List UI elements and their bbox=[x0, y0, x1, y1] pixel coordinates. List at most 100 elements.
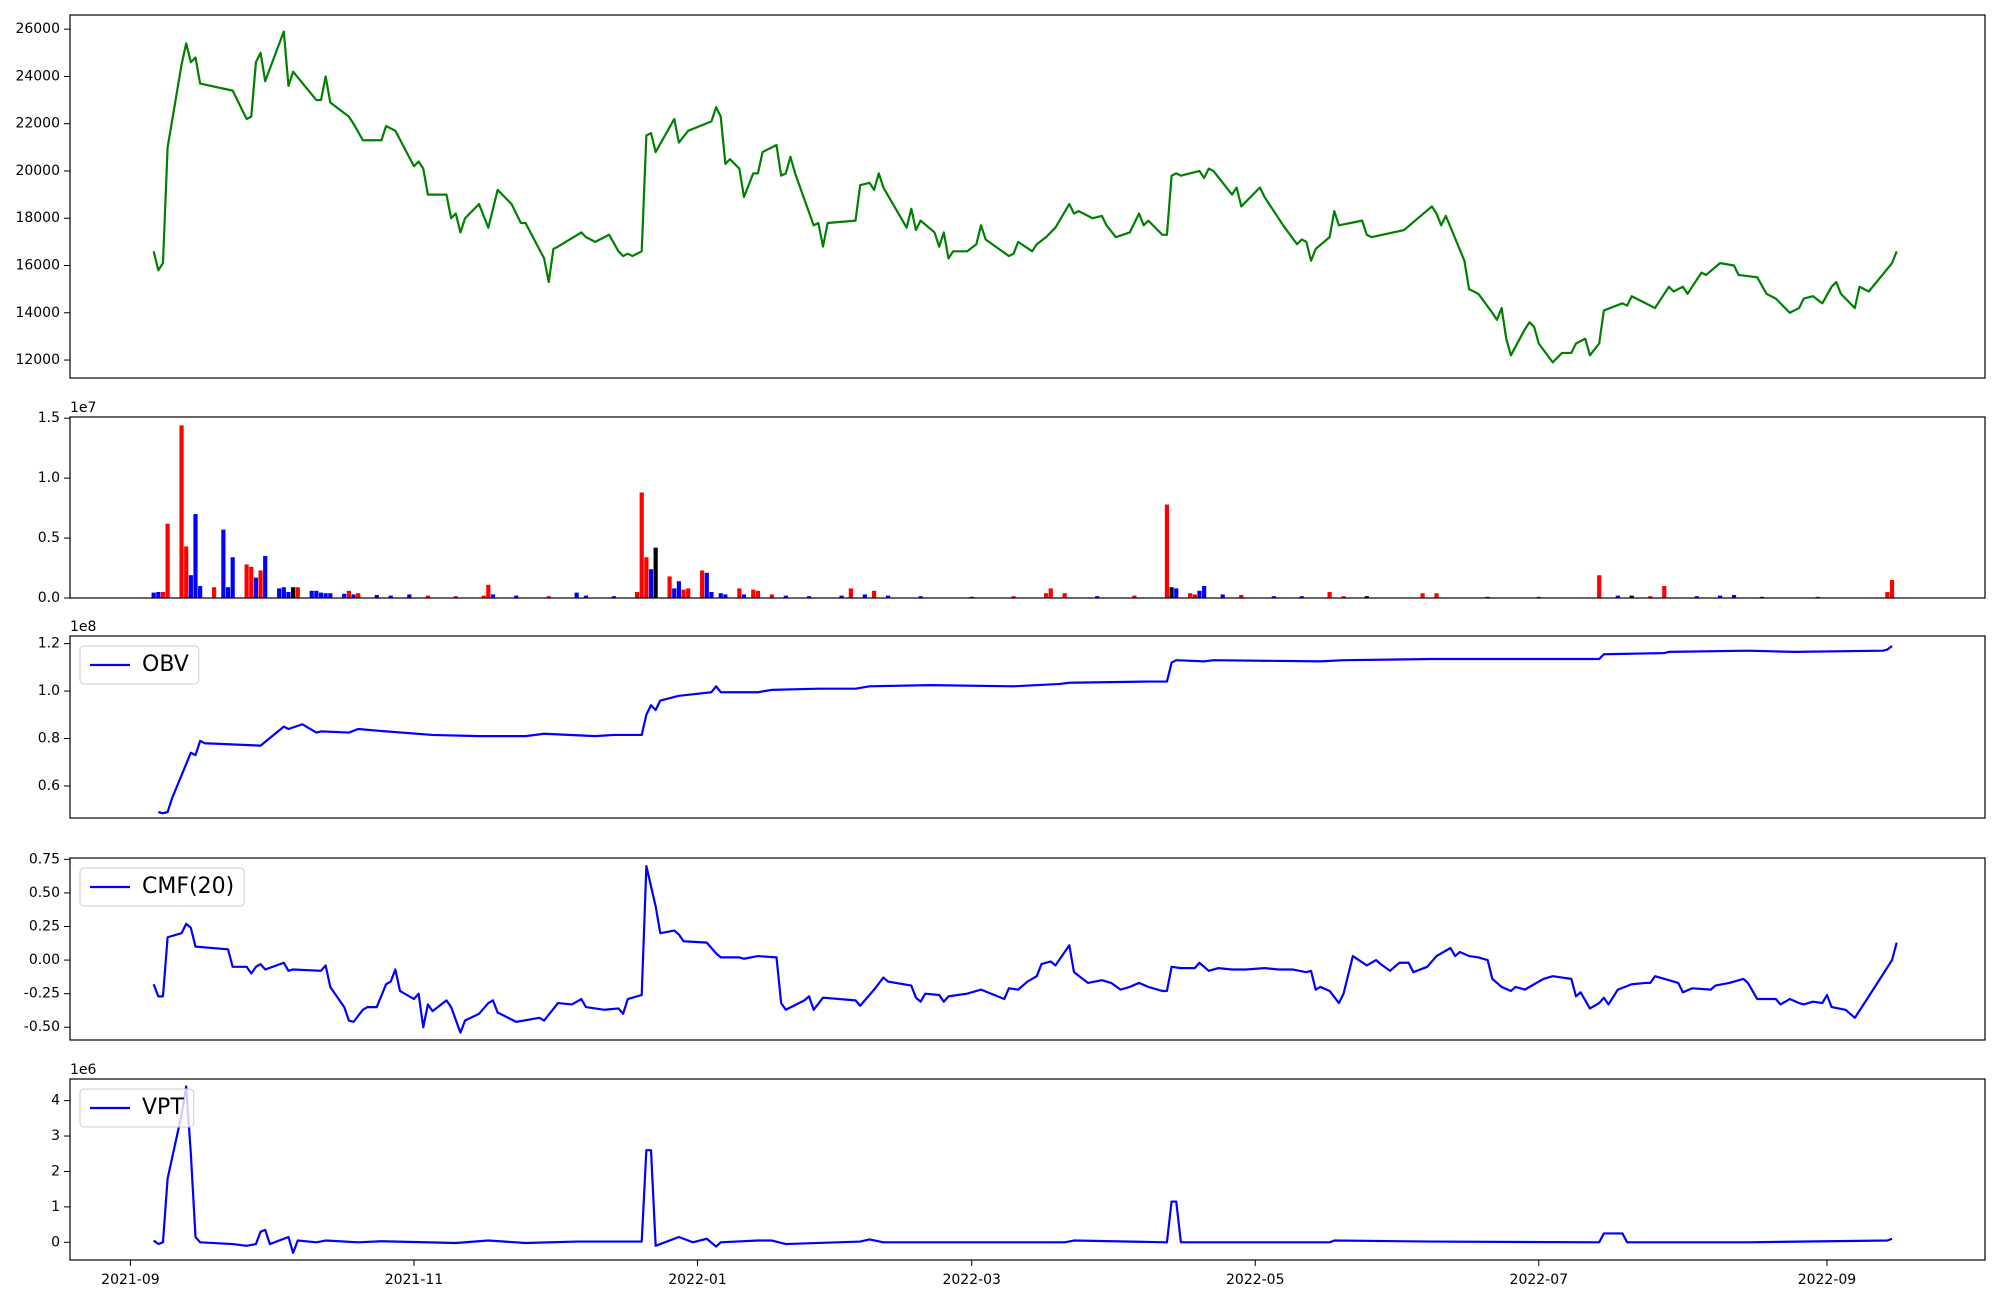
axes-frame bbox=[69, 857, 1986, 1041]
bar bbox=[328, 593, 333, 598]
bar bbox=[848, 588, 853, 598]
bar bbox=[1629, 595, 1634, 598]
bar bbox=[244, 564, 249, 598]
bar bbox=[639, 492, 644, 598]
axes-frame bbox=[69, 1078, 1986, 1261]
bar bbox=[672, 588, 677, 598]
y-tick-label: 0.0 bbox=[38, 590, 60, 606]
bar bbox=[700, 570, 705, 598]
bar bbox=[1202, 586, 1207, 598]
bar bbox=[1341, 596, 1346, 598]
x-tick-label: 2022-03 bbox=[942, 1272, 1001, 1288]
bar bbox=[225, 587, 231, 598]
bar bbox=[1164, 504, 1170, 598]
bar bbox=[718, 593, 723, 598]
bar bbox=[1717, 595, 1723, 598]
legend-label: OBV bbox=[142, 652, 189, 677]
bar bbox=[374, 595, 379, 598]
bar bbox=[676, 581, 681, 598]
panel: 0.6 0.8 1.0 1.2 1e8 OBV bbox=[38, 619, 1986, 819]
bar bbox=[221, 529, 226, 598]
y-tick-label: -0.50 bbox=[24, 1019, 60, 1035]
bar bbox=[193, 514, 198, 598]
bar bbox=[885, 595, 891, 598]
bar bbox=[1299, 596, 1304, 598]
bar bbox=[323, 593, 328, 598]
bar bbox=[258, 570, 263, 598]
bar bbox=[1239, 595, 1244, 598]
panel: 12000 14000 16000 18000 20000 22000 24000 26000 bbox=[15, 14, 1986, 379]
axis-offset-label: 1e6 bbox=[70, 1062, 97, 1078]
panel: 0 1 2 3 4 2021-09 2021-11 2022-01 2022-03 2022-05… bbox=[51, 1062, 1986, 1288]
bar bbox=[407, 594, 412, 598]
bar bbox=[1694, 596, 1699, 598]
legend-box bbox=[79, 867, 245, 907]
bar bbox=[769, 594, 774, 598]
line-series bbox=[158, 645, 1893, 815]
bar bbox=[667, 576, 672, 598]
bar bbox=[751, 589, 756, 598]
bar bbox=[1044, 593, 1049, 598]
bar bbox=[230, 557, 235, 598]
bar bbox=[486, 584, 491, 598]
bar bbox=[151, 592, 156, 598]
bar bbox=[1062, 593, 1067, 598]
axes-frame bbox=[69, 416, 1986, 599]
bar bbox=[198, 586, 203, 598]
x-tick-label: 2022-01 bbox=[668, 1272, 727, 1288]
bar bbox=[277, 588, 282, 598]
bar bbox=[263, 556, 268, 598]
legend-box bbox=[79, 645, 200, 685]
bar bbox=[574, 592, 579, 598]
bar bbox=[839, 595, 844, 598]
bar bbox=[737, 588, 742, 598]
bar bbox=[351, 594, 356, 598]
y-tick-label: 20000 bbox=[15, 163, 60, 179]
bar bbox=[648, 569, 654, 598]
panel: 0.0 0.5 1.0 1.5 1e7 bbox=[38, 400, 1986, 606]
bar bbox=[741, 594, 747, 598]
bar bbox=[179, 425, 184, 598]
y-tick-label: -0.25 bbox=[24, 986, 60, 1002]
axes-frame bbox=[69, 635, 1986, 819]
legend: CMF(20) bbox=[79, 867, 245, 907]
bar bbox=[318, 592, 324, 598]
bar bbox=[309, 590, 314, 598]
bar bbox=[1132, 595, 1137, 598]
bar bbox=[453, 596, 458, 598]
bar bbox=[211, 587, 217, 598]
bar bbox=[160, 592, 166, 598]
line-series bbox=[152, 864, 1898, 1034]
bar bbox=[546, 596, 551, 598]
bar bbox=[388, 595, 393, 598]
bar bbox=[188, 575, 193, 598]
bar bbox=[611, 596, 616, 598]
bar bbox=[1197, 590, 1202, 598]
bar bbox=[1192, 594, 1197, 598]
plot-area bbox=[153, 1085, 1893, 1255]
plot-area bbox=[152, 30, 1898, 364]
legend-label: CMF(20) bbox=[142, 874, 234, 899]
bar bbox=[1615, 595, 1620, 598]
bar bbox=[806, 596, 812, 598]
y-tick-label: 14000 bbox=[15, 305, 60, 321]
bar bbox=[1048, 588, 1053, 598]
bar bbox=[1434, 593, 1439, 598]
bar bbox=[723, 594, 728, 598]
bar bbox=[165, 523, 170, 598]
y-tick-label: 0.00 bbox=[29, 952, 60, 968]
bar bbox=[281, 587, 286, 598]
axes-frame bbox=[69, 14, 1986, 379]
y-tick-label: 0.6 bbox=[38, 778, 60, 794]
plot-area bbox=[151, 425, 1895, 598]
bar bbox=[1095, 596, 1100, 598]
bar bbox=[514, 595, 519, 598]
bar bbox=[184, 546, 189, 598]
y-tick-label: 12000 bbox=[15, 352, 60, 368]
y-tick-label: 0.75 bbox=[29, 851, 60, 867]
bar bbox=[1011, 596, 1016, 598]
bar bbox=[156, 592, 161, 598]
bar bbox=[295, 587, 300, 598]
x-tick-label: 2021-11 bbox=[385, 1272, 444, 1288]
bar bbox=[1174, 588, 1179, 598]
